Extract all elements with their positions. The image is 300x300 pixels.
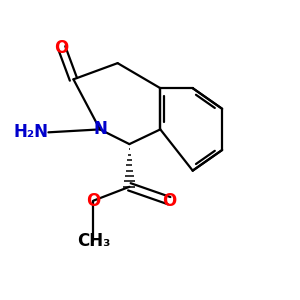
Text: H₂N: H₂N [14, 123, 48, 141]
Text: CH₃: CH₃ [77, 232, 110, 250]
Text: O: O [55, 38, 69, 56]
Text: O: O [86, 192, 100, 210]
Text: O: O [162, 192, 176, 210]
Text: N: N [93, 120, 107, 138]
